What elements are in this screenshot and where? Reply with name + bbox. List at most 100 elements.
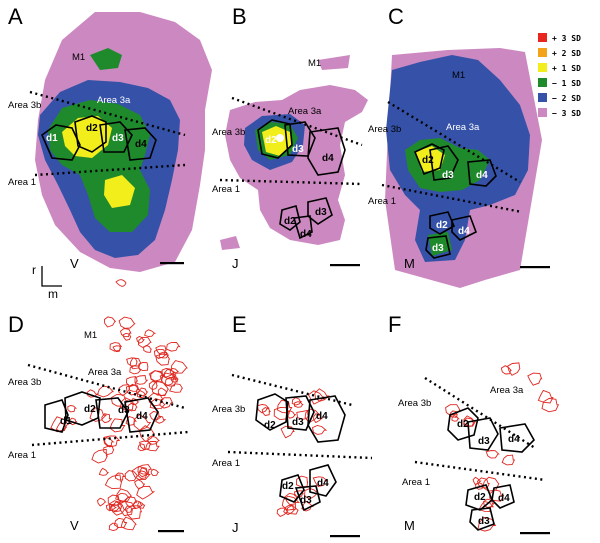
receptive-field-contour <box>276 507 289 517</box>
label-area-3b: Area 3b <box>8 100 41 111</box>
activation-map-pink-m1 <box>318 55 350 70</box>
receptive-field-contour <box>296 409 310 420</box>
receptive-field-contour <box>143 344 152 353</box>
receptive-field-contour <box>541 397 560 413</box>
dotted-border-3b-1 <box>219 178 363 186</box>
receptive-field-contour <box>109 342 123 352</box>
digit-label-d3-area1: d4 <box>300 229 312 240</box>
dotted-border-3a-3b <box>387 100 521 184</box>
label-m1: M1 <box>452 70 465 81</box>
digit-label-d3: d3 <box>442 170 454 181</box>
receptive-field-contour <box>153 348 169 360</box>
dotted-border-3a-3b <box>231 373 353 407</box>
digit-outline-d4 <box>467 159 497 187</box>
receptive-field-contour <box>119 328 132 338</box>
receptive-field-contour <box>132 500 144 509</box>
receptive-field-contour <box>96 385 115 398</box>
receptive-field-contour <box>98 467 110 476</box>
orientation-axes <box>41 266 62 287</box>
label-m1: M1 <box>72 52 85 63</box>
digit-outline-d4-area1 <box>491 484 515 509</box>
receptive-field-contour <box>117 501 137 517</box>
receptive-field-contour <box>312 476 329 488</box>
legend-swatch <box>538 63 547 72</box>
digit-label-d4: d4 <box>135 139 147 150</box>
receptive-field-contour <box>478 501 495 512</box>
receptive-field-contour <box>109 418 126 433</box>
receptive-field-contour <box>103 435 121 448</box>
activation-map-yellow <box>415 146 445 172</box>
digit-outline-d3 <box>95 397 129 429</box>
digit-label-d2: d2 <box>265 135 277 146</box>
receptive-field-contour <box>137 443 146 452</box>
label-area-3a: Area 3a <box>490 385 524 396</box>
label-m1: M1 <box>308 58 321 69</box>
dotted-border-3b-1 <box>381 183 523 214</box>
receptive-field-contour <box>147 435 160 445</box>
receptive-field-contour <box>291 397 303 406</box>
receptive-field-contour <box>133 414 152 431</box>
digit-label-d3: d3 <box>112 133 124 144</box>
legend-label: + 3 SD <box>552 34 581 43</box>
orientation-rostral: r <box>32 263 36 277</box>
legend-swatch <box>538 108 547 117</box>
receptive-field-contour <box>137 501 146 509</box>
receptive-field-contour <box>261 406 271 416</box>
red-contour <box>115 279 127 287</box>
receptive-field-contour <box>136 335 145 344</box>
activation-map-yellow <box>262 126 292 156</box>
digit-outline-d2 <box>257 119 293 159</box>
digit-label-d1: d1 <box>46 133 58 144</box>
receptive-field-contour <box>485 450 500 459</box>
digit-label-d2-area1: d2 <box>284 216 296 227</box>
digit-label-d3-area1: d3 <box>432 243 444 254</box>
legend-label: + 2 SD <box>552 49 581 58</box>
receptive-field-contour <box>501 454 516 466</box>
receptive-field-contour <box>86 389 100 398</box>
receptive-field-contour <box>537 389 554 404</box>
receptive-field-contour <box>136 387 149 397</box>
receptive-field-contour <box>155 415 167 424</box>
monkey-label-d: V <box>70 518 79 533</box>
panel-letter-f: F <box>388 312 401 337</box>
digit-label-d3: d3 <box>292 417 304 428</box>
receptive-field-contour <box>68 417 78 426</box>
receptive-field-contour <box>169 383 184 393</box>
receptive-field-contour <box>144 329 157 337</box>
receptive-field-contour <box>170 360 188 374</box>
receptive-field-contour <box>166 341 181 352</box>
panel-c: C M1 Area 3a Area 3b Area 1 d2 d3 d4 d2 … <box>368 4 550 288</box>
scale-bar-b <box>330 264 360 267</box>
receptive-field-contour <box>169 368 180 375</box>
receptive-field-contour <box>286 505 299 515</box>
digit-outline-d3 <box>467 417 499 451</box>
receptive-field-contour <box>148 392 164 407</box>
label-area-1: Area 1 <box>212 184 240 195</box>
receptive-field-contour <box>120 516 137 531</box>
digit-outline-d2 <box>255 393 289 431</box>
receptive-field-contour <box>128 383 139 392</box>
receptive-field-contour <box>472 476 482 486</box>
label-area-3b: Area 3b <box>398 398 431 409</box>
receptive-field-contour <box>157 387 168 397</box>
receptive-field-contour <box>145 441 160 452</box>
receptive-field-contour <box>304 488 320 500</box>
label-area-3b: Area 3b <box>8 377 41 388</box>
label-area-3b: Area 3b <box>212 404 245 415</box>
label-area-3a: Area 3a <box>88 367 122 378</box>
receptive-field-contour <box>111 501 126 516</box>
receptive-field-contour <box>136 485 156 500</box>
receptive-field-contour <box>159 372 179 387</box>
receptive-field-contour <box>101 413 113 424</box>
scale-bar-d <box>158 530 184 533</box>
panel-letter-e: E <box>232 312 247 337</box>
receptive-field-contour <box>134 375 149 385</box>
digit-label-d4-area1: d4 <box>498 493 510 504</box>
digit-outline-d3 <box>285 395 315 431</box>
activation-peak <box>276 134 284 142</box>
panel-letter-b: B <box>232 4 247 29</box>
receptive-field-contour <box>445 404 461 416</box>
digit-outline-d2-area1 <box>279 205 301 231</box>
digit-label-d2-area1: d2 <box>282 481 294 492</box>
